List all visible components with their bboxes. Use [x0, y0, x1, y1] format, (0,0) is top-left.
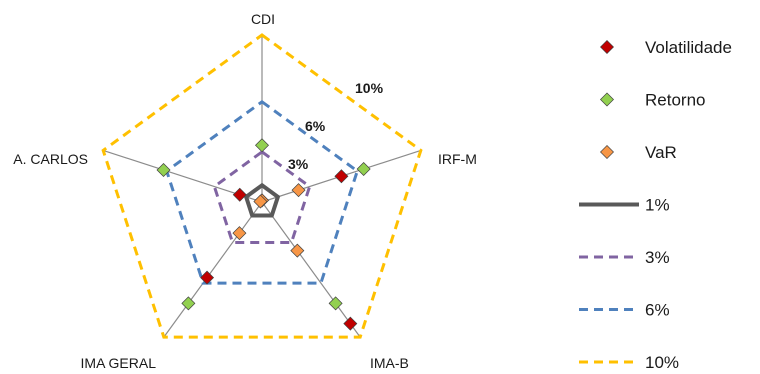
- marker-var-irf-m: [291, 183, 306, 198]
- marker-retorno-ima-b: [328, 296, 343, 311]
- legend-marker-retorno: [600, 92, 614, 107]
- marker-volatilidade-ima-b: [343, 316, 358, 331]
- axis-label-a-carlos: A. CARLOS: [13, 151, 88, 167]
- marker-volatilidade-ima-geral: [200, 270, 215, 285]
- legend-label-retorno: Retorno: [645, 91, 705, 110]
- ring-3-pct: [212, 150, 312, 245]
- legend-label-volatilidade: Volatilidade: [645, 38, 732, 57]
- axis-label-ima-geral: IMA GERAL: [81, 355, 157, 371]
- ring-1-pct: [243, 182, 281, 218]
- spoke-ima-geral: [163, 201, 263, 338]
- legend-item-retorno: Retorno: [600, 91, 705, 110]
- ring-label-6pct: 6%: [305, 118, 326, 134]
- marker-retorno-irf-m: [356, 161, 371, 176]
- grid-rings: [101, 33, 423, 339]
- legend-item-3: 3%: [579, 248, 670, 267]
- axis-label-ima-b: IMA-B: [370, 355, 409, 371]
- data-markers: [156, 138, 371, 331]
- legend-item-6: 6%: [579, 301, 670, 320]
- ring-label-10pct: 10%: [355, 80, 384, 96]
- marker-var-a-carlos: [253, 194, 268, 209]
- ring-10-pct: [101, 33, 423, 339]
- ring-labels: 3% 6% 10%: [288, 80, 384, 172]
- legend-marker-volatilidade: [600, 40, 614, 54]
- marker-volatilidade-irf-m: [334, 169, 349, 184]
- ring-6-pct: [164, 99, 360, 285]
- ring-label-3pct: 3%: [288, 156, 309, 172]
- legend-label-var: VaR: [645, 143, 677, 162]
- marker-var-ima-b: [290, 243, 305, 258]
- marker-retorno-a-carlos: [156, 163, 171, 177]
- legend-label-10: 10%: [645, 353, 679, 372]
- marker-var-ima-geral: [232, 226, 247, 241]
- axis-label-irf-m: IRF-M: [438, 151, 477, 167]
- legend-item-var: VaR: [600, 143, 677, 162]
- legend-label-6: 6%: [645, 301, 670, 320]
- marker-volatilidade-a-carlos: [232, 187, 247, 202]
- legend-item-1: 1%: [579, 196, 670, 215]
- marker-retorno-ima-geral: [181, 296, 196, 311]
- axis-labels: CDI IRF-M IMA-B IMA GERAL A. CARLOS: [13, 11, 477, 371]
- legend: Volatilidade Retorno VaR 1% 3% 6% 10%: [579, 38, 732, 372]
- legend-label-1: 1%: [645, 196, 670, 215]
- legend-item-volatilidade: Volatilidade: [600, 38, 732, 57]
- legend-label-3: 3%: [645, 248, 670, 267]
- spoke-ima-b: [261, 201, 361, 338]
- legend-item-10: 10%: [579, 353, 679, 372]
- marker-retorno-cdi: [255, 138, 269, 153]
- legend-marker-var: [600, 145, 614, 159]
- axis-label-cdi: CDI: [251, 11, 275, 27]
